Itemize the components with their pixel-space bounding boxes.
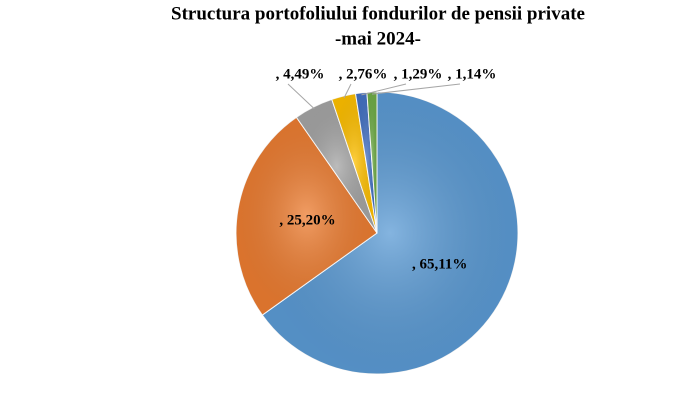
- pie: [235, 91, 519, 375]
- data-label: , 25,20%: [279, 212, 335, 228]
- chart-title: Structura portofoliului fondurilor de pe…: [171, 3, 585, 24]
- data-label: , 2,76%: [339, 66, 388, 82]
- data-label: , 1,29%: [394, 66, 443, 82]
- data-label: , 1,14%: [448, 66, 497, 82]
- leader-line: [287, 83, 315, 110]
- leader-line: [371, 83, 461, 95]
- leader-line: [361, 83, 407, 96]
- chart-subtitle: -mai 2024-: [335, 28, 421, 49]
- leader-line: [343, 83, 352, 99]
- data-label: , 4,49%: [276, 66, 325, 82]
- data-label: , 65,11%: [412, 257, 467, 273]
